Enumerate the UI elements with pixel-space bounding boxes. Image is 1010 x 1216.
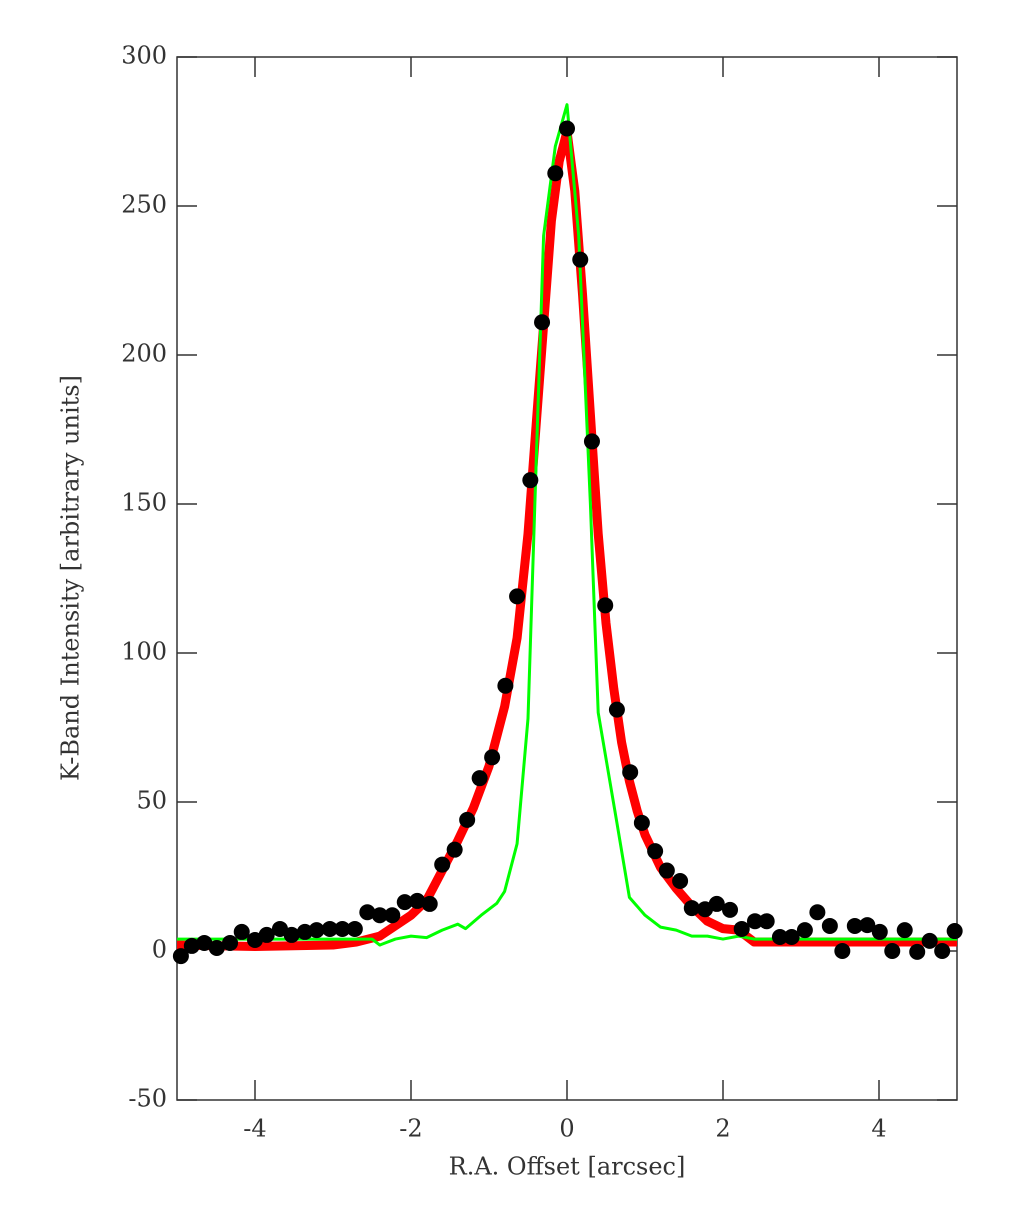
data-point [421,895,438,912]
data-point [683,900,700,917]
data-point [672,872,689,889]
data-point [934,943,951,959]
data-point [371,907,388,924]
y-tick-label: 0 [152,936,167,964]
y-tick-label: 300 [121,42,167,70]
x-tick-label: -4 [243,1115,266,1143]
data-point [708,895,725,912]
data-point [796,922,813,939]
data-point [884,943,901,959]
data-point [321,920,338,937]
y-tick-label: 200 [121,340,167,368]
data-point [733,920,750,937]
x-axis-label: R.A. Offset [arcsec] [449,1153,686,1181]
data-point [633,814,650,831]
data-point [522,472,539,489]
data-point [834,943,851,959]
data-point [409,892,426,909]
data-point [572,251,589,268]
data-point [346,920,363,937]
data-point [583,433,600,450]
data-point [559,120,575,137]
data-point [471,770,488,787]
x-tick-label: 2 [715,1115,730,1143]
x-tick-label: -2 [399,1115,422,1143]
y-tick-label: 250 [121,191,167,219]
data-point [871,923,888,940]
data-point [658,862,675,879]
y-tick-label: 150 [121,489,167,517]
model-line [176,127,957,952]
y-tick-label: -50 [128,1085,167,1113]
data-point [497,677,514,694]
data-point [647,843,664,860]
data-point [308,922,325,939]
data-point [196,934,213,951]
data-point [172,948,189,965]
x-tick-label: 4 [871,1115,886,1143]
data-point [434,856,451,873]
data-point [909,943,926,960]
data-point [783,928,800,945]
data-point [859,917,876,934]
y-tick-label: 100 [121,638,167,666]
data-point [597,597,614,614]
data-point [821,917,838,934]
data-point [746,913,763,930]
data-point [771,928,788,945]
x-tick-label: 0 [559,1115,574,1143]
data-point [233,923,250,940]
data-point [359,904,376,921]
model-line [177,103,957,947]
data-point [283,926,300,943]
data-point [396,894,413,911]
data-point [622,764,639,781]
data-point [384,907,401,924]
data-point [296,923,313,940]
data-point [758,913,775,930]
data-point [946,923,963,940]
data-point [608,701,625,718]
data-point [258,926,275,943]
data-point [446,841,463,858]
data-point [208,940,225,957]
data-point [509,588,526,605]
data-point [547,165,564,182]
data-point [459,811,476,828]
data-point [846,917,863,934]
data-point [722,901,739,918]
y-tick-label: 50 [136,787,167,815]
data-point [809,904,826,921]
data-point [484,749,501,766]
data-point [334,920,351,937]
data-point [183,937,200,954]
data-point [534,314,551,331]
data-point [896,922,913,939]
y-axis-label: K-Band Intensity [arbitrary units] [57,375,85,781]
data-point [222,934,239,951]
data-point [921,932,938,949]
